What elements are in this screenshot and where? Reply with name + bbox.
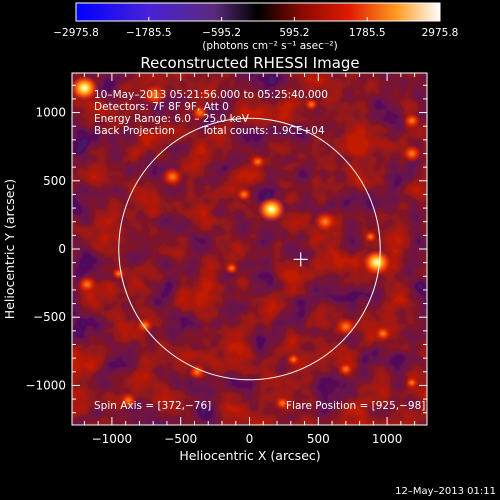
flare-position-label: Flare Position = [925,−98] [286,400,425,412]
colorbar: −2975.8 −1785.5 −595.2 595.2 1785.5 2975.8 (p… [53,2,458,52]
colorbar-tick-label: 595.2 [279,27,309,39]
colorbar-tick-label: −2975.8 [53,27,99,39]
total-counts-label: Total counts: 1.9CE+04 [201,125,325,137]
x-axis-label: Heliocentric X (arcsec) [179,448,320,463]
plot-area: −1000 −500 0 500 1000 −1000 −500 0 500 1000 [25,72,428,446]
bright-source [77,275,98,294]
colorbar-tick-label: −1785.5 [126,27,172,39]
bright-source [188,363,207,380]
bright-source [274,395,291,411]
y-axis-label: Heliocentric Y (arcsec) [2,179,17,319]
y-tick-label: 1000 [35,106,66,120]
bright-source [135,317,154,334]
x-tick-label: 500 [307,432,330,446]
emission-field [72,73,427,425]
solar-limb [118,117,381,381]
y-tick-label: 500 [43,174,66,188]
bright-source [304,98,319,111]
info-line-time: 10–May–2013 05:21:56.000 to 05:25:40.000 [94,89,328,101]
timestamp: 12–May–2013 01:11 [395,486,496,497]
bright-sources [72,75,422,411]
bright-source [72,75,99,101]
colorbar-tick-label: 2975.8 [422,27,459,39]
spin-axis-marker [293,252,308,267]
spin-axis-label: Spin Axis = [372,−76] [94,400,211,412]
bright-source [362,249,391,275]
colorbar-tick-label: 1785.5 [349,27,386,39]
y-tick-label: −1000 [25,378,66,392]
x-tick-label: 1000 [372,432,403,446]
bright-source [337,361,354,377]
bright-source [373,325,392,342]
colorbar-ticks: −2975.8 −1785.5 −595.2 595.2 1785.5 2975.8 [53,17,458,39]
bright-source [190,104,209,121]
bright-source [141,83,168,107]
bright-source [161,166,184,187]
axis-ticks: −1000 −500 0 500 1000 −1000 −500 0 500 1000 [25,73,427,446]
chart-title: Reconstructed RHESSI Image [140,54,359,72]
y-tick-label: −500 [33,310,66,324]
y-tick-label: 0 [58,242,66,256]
bright-source [235,187,252,202]
bright-source [257,196,286,223]
info-line-detectors: Detectors: 7F 8F 9F, Att 0 [94,101,229,113]
bright-source [313,210,338,233]
x-tick-label: −1000 [92,432,133,446]
info-annotations: 10–May–2013 05:21:56.000 to 05:25:40.000… [94,89,425,412]
colorbar-gradient [75,2,441,22]
bright-source [401,144,422,163]
method-label: Back Projection [94,125,175,137]
bright-source [119,392,138,409]
bright-source [286,353,301,366]
x-tick-label: −500 [164,432,197,446]
bright-source [111,267,126,280]
bright-source [402,112,421,129]
colorbar-tick-label: −595.2 [202,27,241,39]
info-line-energy: Energy Range: 6.0 – 25.0 keV [94,113,250,125]
colorbar-units-label: (photons cm⁻² s⁻¹ asec⁻²) [202,40,337,52]
bright-source [249,154,266,169]
bright-source [334,316,357,337]
bright-source [363,230,378,244]
bright-source [224,261,239,275]
x-tick-label: 0 [246,432,254,446]
bright-source [404,376,419,390]
